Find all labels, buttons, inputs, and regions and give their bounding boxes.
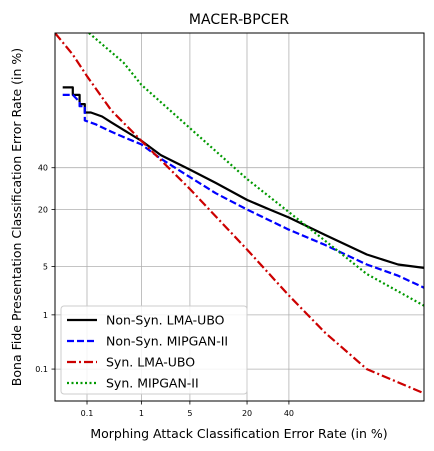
y-tick-label: 40 xyxy=(38,164,48,173)
legend-label: Non-Syn. MIPGAN-II xyxy=(106,334,228,349)
x-axis-ticks: 0.1 1 5 20 40 xyxy=(81,401,294,418)
x-tick-label: 40 xyxy=(284,409,294,418)
legend-entries: Non-Syn. LMA-UBO Non-Syn. MIPGAN-II Syn. L… xyxy=(67,313,228,391)
series-line-2 xyxy=(62,93,424,289)
y-axis-label: Bona Fide Presentation Classification Er… xyxy=(9,48,24,386)
chart-title: MACER-BPCER xyxy=(189,12,289,28)
series-line-4 xyxy=(88,33,424,307)
x-tick-label: 5 xyxy=(187,409,192,418)
legend-label: Syn. MIPGAN-II xyxy=(106,376,199,391)
series-lines xyxy=(55,33,424,395)
legend-box xyxy=(60,305,248,395)
x-tick-label: 20 xyxy=(242,409,252,418)
x-axis-label: Morphing Attack Classification Error Rat… xyxy=(90,426,387,441)
legend-label: Non-Syn. LMA-UBO xyxy=(106,313,225,328)
legend-label: Syn. LMA-UBO xyxy=(106,355,195,370)
y-tick-label: 5 xyxy=(43,262,48,271)
series-line-1 xyxy=(62,86,424,269)
y-tick-label: 20 xyxy=(38,205,48,214)
x-tick-label: 0.1 xyxy=(81,409,94,418)
y-axis-ticks: 0.1 1 5 20 40 xyxy=(35,164,55,374)
y-tick-label: 1 xyxy=(43,311,48,320)
series-line-3 xyxy=(55,33,424,395)
y-tick-label: 0.1 xyxy=(35,365,48,374)
legend: Non-Syn. LMA-UBO Non-Syn. MIPGAN-II Syn. L… xyxy=(60,305,248,395)
plot-frame xyxy=(54,32,425,402)
x-tick-label: 1 xyxy=(139,409,144,418)
